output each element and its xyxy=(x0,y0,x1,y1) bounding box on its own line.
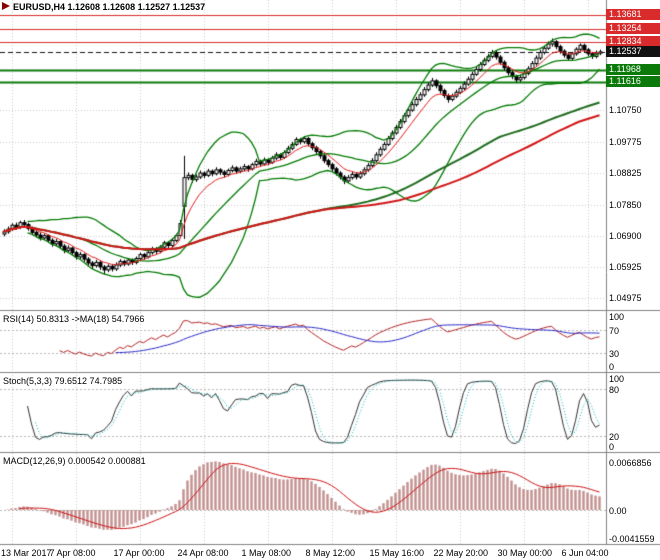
rsi-axis-tick: 100 xyxy=(609,312,625,322)
x-axis-label: 7 Apr 08:00 xyxy=(49,548,96,558)
price-level-badge: 1.13681 xyxy=(606,9,660,20)
y-axis-tick: 1.09775 xyxy=(609,137,642,147)
stoch-axis-tick: 20 xyxy=(609,432,620,442)
x-axis-label: 8 May 12:00 xyxy=(305,548,356,558)
stoch-indicator-label: Stoch(5,3,3) 79.6512 74.7985 xyxy=(3,376,123,386)
price-level-badge: 1.13254 xyxy=(606,23,660,34)
symbol-ohlc-header: EURUSD,H4 1.12608 1.12608 1.12527 1.1253… xyxy=(13,2,206,12)
x-axis-label: 15 May 16:00 xyxy=(369,548,425,558)
macd-indicator-label: MACD(12,26,9) 0.000542 0.000881 xyxy=(3,456,146,466)
y-axis-tick: 1.08825 xyxy=(609,168,642,178)
current-price-badge: 1.12537 xyxy=(606,46,660,57)
rsi-axis-tick: 30 xyxy=(609,349,620,359)
y-axis-tick: 1.05925 xyxy=(609,262,642,272)
x-axis-label: 24 Apr 08:00 xyxy=(177,548,229,558)
x-axis-label: 17 Apr 00:00 xyxy=(113,548,165,558)
macd-axis-tick: 0.0066856 xyxy=(609,458,652,468)
macd-axis-tick: 0.00 xyxy=(609,506,627,516)
y-axis-tick: 1.10750 xyxy=(609,105,642,115)
price-level-badge: 1.12834 xyxy=(606,36,660,47)
stoch-axis-tick: 100 xyxy=(609,374,625,384)
stoch-axis-tick: 80 xyxy=(609,385,620,395)
rsi-indicator-label: RSI(14) 50.8313 ->MA(18) 54.7966 xyxy=(3,314,145,324)
y-axis-tick: 1.07850 xyxy=(609,200,642,210)
price-level-badge: 1.11616 xyxy=(606,76,660,87)
y-axis-tick: 1.04975 xyxy=(609,293,642,303)
rsi-axis-tick: 0 xyxy=(609,362,615,372)
x-axis-label: 22 May 20:00 xyxy=(433,548,489,558)
x-axis-label: 6 Jun 04:00 xyxy=(561,548,609,558)
macd-axis-tick: -0.0041559 xyxy=(609,534,655,544)
price-level-badge: 1.11968 xyxy=(606,64,660,75)
stoch-axis-tick: 0 xyxy=(609,442,615,452)
x-axis-label: 1 May 08:00 xyxy=(241,548,292,558)
x-axis-label: 13 Mar 2017 xyxy=(1,548,52,558)
y-axis-tick: 1.06900 xyxy=(609,231,642,241)
rsi-axis-tick: 70 xyxy=(609,326,620,336)
symbol-marker-icon xyxy=(2,2,10,10)
x-axis-label: 30 May 00:00 xyxy=(497,548,553,558)
